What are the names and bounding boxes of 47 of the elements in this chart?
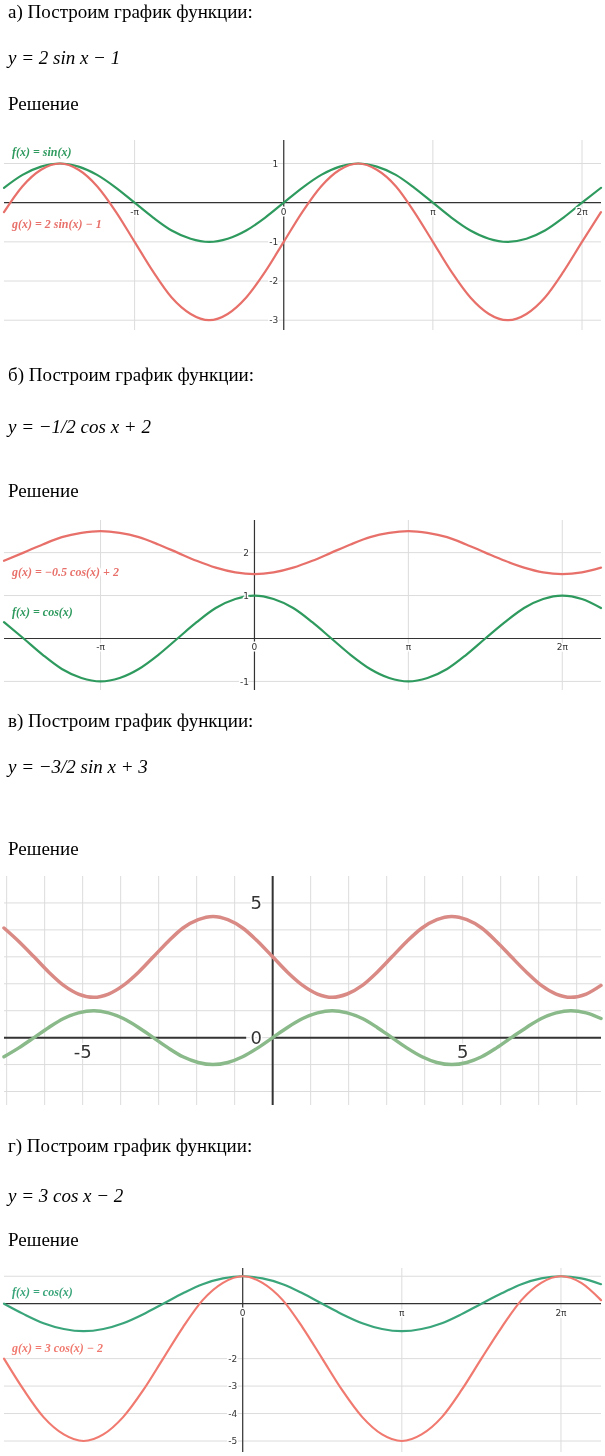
line-series: [2, 914, 603, 999]
chart-subtitle: y = −1/2 cos x + 2: [6, 416, 152, 437]
y-tick-label: -1: [269, 237, 279, 248]
x-tick-label: π: [405, 642, 412, 653]
y-tick-label: -3: [269, 315, 279, 326]
line-series: [2, 594, 603, 683]
y-tick-label: 5: [250, 892, 262, 914]
y-tick-label: 1: [272, 158, 279, 169]
line-series: [2, 1008, 603, 1067]
y-tick-label: -1: [240, 676, 250, 687]
x-tick-label: 2π: [555, 1307, 568, 1318]
chart-title: г) Построим график функции:: [8, 1135, 253, 1157]
line-series: [2, 1275, 603, 1443]
text: Решение: [8, 93, 79, 114]
chart-title: а) Построим график функции:: [8, 1, 253, 23]
series-label: g(x) = −0.5 cos(x) + 2: [11, 565, 119, 579]
y-tick-label: -5: [228, 1436, 238, 1447]
x-tick-label: -π: [130, 206, 140, 217]
y-tick-label: -2: [228, 1353, 238, 1364]
y-tick-label: 0: [250, 1026, 262, 1048]
x-tick-label: 2π: [556, 642, 569, 653]
text: Решение: [8, 1229, 79, 1250]
series-label: f(x) = cos(x): [12, 605, 73, 619]
series-label: g(x) = 2 sin(x) − 1: [11, 217, 102, 231]
y-tick-label: -2: [269, 276, 279, 287]
line-series: [2, 1275, 603, 1333]
x-tick-label: 0: [280, 206, 287, 217]
x-tick-label: π: [430, 206, 437, 217]
text: Решение: [8, 480, 79, 501]
line-series: [2, 162, 603, 243]
series-label: g(x) = 3 cos(x) − 2: [11, 1341, 104, 1355]
chart-title: б) Построим график функции:: [8, 364, 255, 386]
chart-subtitle: y = −3/2 sin x + 3: [6, 756, 148, 777]
y-tick-label: 2: [243, 547, 250, 558]
y-tick-label: 1: [243, 590, 250, 601]
series-label: f(x) = sin(x): [12, 145, 72, 159]
y-tick-label: -3: [228, 1381, 238, 1392]
chart-subtitle: y = 2 sin x − 1: [6, 47, 121, 68]
x-tick-label: π: [399, 1307, 406, 1318]
chart-title: в) Построим график функции:: [8, 710, 254, 732]
text: Решение: [8, 838, 79, 859]
chart-subtitle: y = 3 cos x − 2: [6, 1185, 124, 1206]
series-label: f(x) = cos(x): [12, 1285, 73, 1299]
y-tick-label: -4: [228, 1408, 238, 1419]
x-tick-label: -π: [96, 642, 106, 653]
x-tick-label: 2π: [576, 206, 589, 217]
line-series: [2, 162, 603, 322]
